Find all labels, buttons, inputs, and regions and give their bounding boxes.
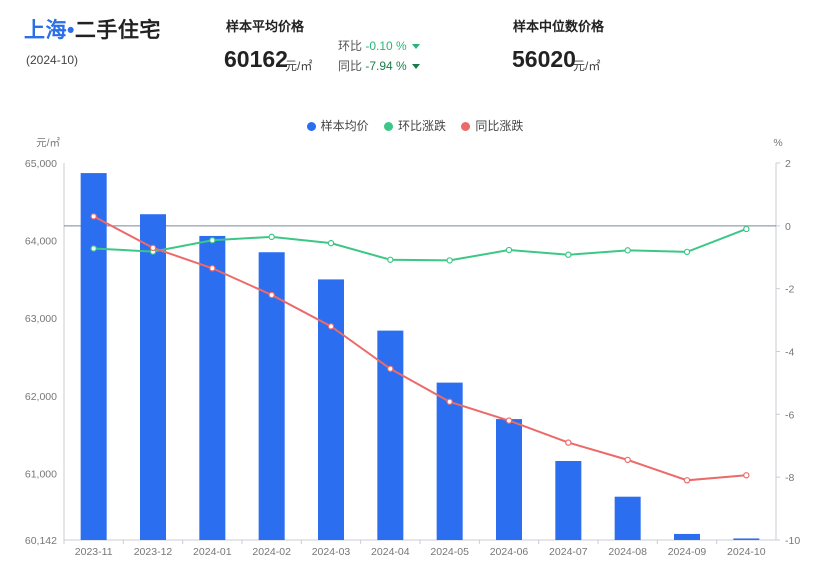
median-price-value: 56020 (512, 46, 576, 72)
yoy-point (387, 365, 394, 372)
legend-swatch (306, 122, 316, 131)
mom-point (624, 247, 631, 254)
yoy-point (624, 456, 631, 464)
x-tick-label: 2024-10 (727, 546, 766, 558)
category-name: 二手住宅 (74, 19, 161, 42)
yoy-point (683, 477, 691, 484)
yoy-value: -7.94 % (365, 59, 407, 73)
x-tick-label: 2024-03 (312, 546, 351, 558)
mom-point (387, 256, 394, 263)
median-price-label: 样本中位数价格 (513, 19, 605, 34)
bar-avg-price (199, 235, 226, 541)
bar-avg-price (318, 279, 344, 540)
page-title: 上海•二手住宅 (24, 14, 161, 44)
mom-point (743, 225, 750, 233)
legend-label: 同比涨跌 (475, 119, 524, 133)
mom-point (90, 245, 97, 252)
right-tick-label: -6 (785, 409, 794, 421)
left-tick-label: 63,000 (25, 313, 57, 325)
right-tick-label: -2 (785, 284, 794, 296)
yoy-point (505, 417, 513, 424)
yoy-label: 同比 (338, 59, 363, 73)
down-triangle-icon (411, 64, 420, 70)
mom-point (565, 251, 572, 258)
legend-item-yoy[interactable]: 同比涨跌 (461, 117, 523, 134)
avg-price-label: 样本平均价格 (226, 19, 305, 34)
left-tick-label: 65,000 (25, 158, 57, 170)
right-tick-label: -4 (785, 347, 794, 359)
median-price-unit: 元/㎡ (573, 59, 601, 73)
mom-point (327, 239, 335, 247)
legend-swatch (383, 122, 393, 131)
legend-swatch (461, 122, 471, 131)
x-tick-label: 2024-02 (252, 546, 291, 558)
yoy-point (268, 291, 275, 299)
mom-point (505, 246, 513, 254)
chart-legend: 样本均价 环比涨跌 同比涨跌 (0, 117, 830, 134)
mom-point (209, 237, 216, 244)
legend-item-avg-price[interactable]: 样本均价 (306, 117, 369, 134)
yoy-point (327, 323, 335, 330)
left-tick-label: 64,000 (25, 236, 57, 248)
avg-price-value: 60162 (224, 46, 288, 72)
x-tick-label: 2024-05 (430, 546, 469, 558)
right-tick-label: -8 (785, 472, 794, 484)
x-tick-label: 2024-09 (668, 546, 707, 558)
mom-label: 环比 (338, 39, 363, 53)
left-axis-unit: 元/㎡ (36, 137, 60, 149)
bar-avg-price (614, 496, 641, 540)
bar-avg-price (436, 382, 463, 540)
right-tick-label: -10 (785, 535, 800, 547)
x-tick-label: 2024-07 (549, 546, 588, 558)
bar-avg-price (555, 460, 582, 540)
mom-point (683, 248, 691, 256)
right-tick-label: 2 (785, 158, 791, 170)
legend-item-mom[interactable]: 环比涨跌 (383, 117, 446, 134)
x-tick-label: 2024-01 (193, 546, 232, 558)
legend-label: 环比涨跌 (397, 119, 446, 133)
x-tick-label: 2023-12 (134, 546, 173, 558)
mom-point (446, 257, 453, 264)
yoy-point (149, 244, 157, 252)
yoy-point (209, 265, 216, 272)
bar-avg-price (496, 419, 522, 540)
bar-avg-price (80, 173, 107, 541)
bar-avg-price (377, 330, 404, 540)
yoy-line (93, 215, 747, 482)
right-axis-unit: % (773, 137, 782, 149)
yoy-change: 同比 -7.94 % (338, 57, 420, 74)
left-tick-label: 61,000 (25, 468, 57, 480)
title-separator: • (67, 19, 75, 42)
x-tick-label: 2024-08 (608, 546, 647, 558)
yoy-point (446, 398, 453, 405)
bar-avg-price (674, 533, 700, 540)
avg-price-unit: 元/㎡ (285, 59, 313, 73)
left-tick-label: 62,000 (25, 391, 57, 403)
x-tick-label: 2024-04 (371, 546, 410, 558)
right-tick-label: 0 (785, 221, 791, 233)
mom-line (93, 228, 747, 262)
bar-avg-price (733, 538, 760, 540)
left-tick-label: 60,142 (25, 535, 57, 547)
bar-avg-price (140, 214, 166, 540)
yoy-point (743, 472, 750, 479)
mom-point (268, 233, 275, 241)
city-name: 上海 (24, 19, 67, 42)
yoy-point (90, 213, 97, 220)
x-tick-label: 2023-11 (75, 546, 113, 558)
mom-value: -0.10 % (365, 39, 407, 53)
legend-label: 样本均价 (320, 119, 369, 133)
yoy-point (565, 439, 572, 446)
down-triangle-icon (411, 44, 420, 50)
mom-change: 环比 -0.10 % (338, 37, 420, 54)
x-tick-label: 2024-06 (490, 546, 529, 558)
period-label: (2024-10) (26, 53, 79, 67)
